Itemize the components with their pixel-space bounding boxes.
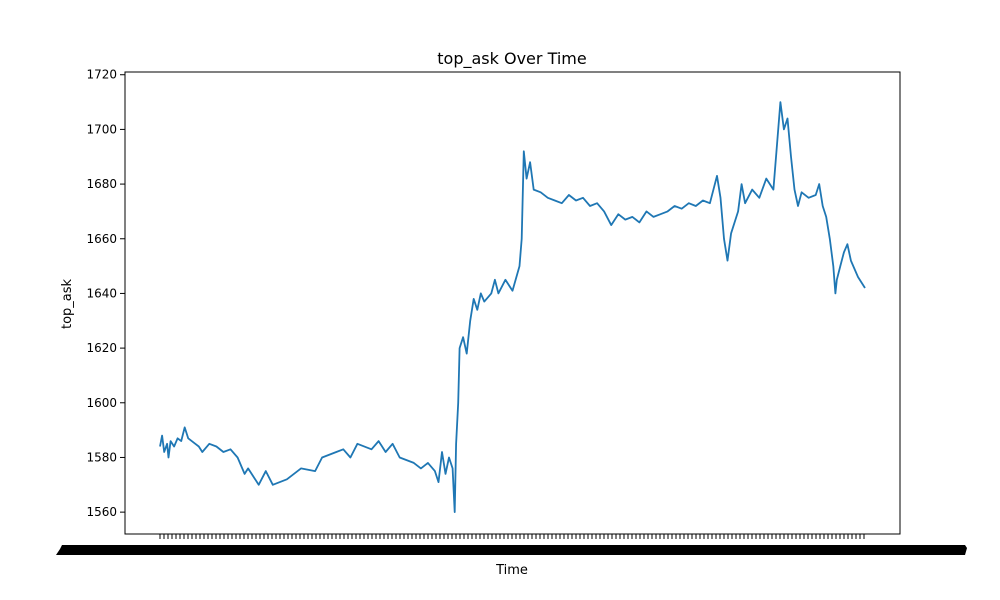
y-tick-label: 1680: [86, 177, 117, 191]
x-tick-labels-overlapped: [56, 545, 967, 555]
y-tick-label: 1600: [86, 396, 117, 410]
y-tick-label: 1580: [86, 450, 117, 464]
y-tick-label: 1640: [86, 286, 117, 300]
x-axis-label: Time: [495, 563, 528, 578]
chart-title: top_ask Over Time: [437, 49, 586, 69]
y-tick-label: 1720: [86, 68, 117, 82]
y-tick-label: 1700: [86, 122, 117, 136]
plot-area: 1560 1580 1600 1620 1640 1660 1680 1700 1720: [56, 68, 967, 555]
axes-frame: [124, 71, 901, 535]
series-line: [159, 101, 866, 513]
y-tick-label: 1620: [86, 341, 117, 355]
y-tick-label: 1660: [86, 232, 117, 246]
y-tick-label: 1560: [86, 505, 117, 519]
y-axis-label: top_ask: [60, 278, 75, 329]
